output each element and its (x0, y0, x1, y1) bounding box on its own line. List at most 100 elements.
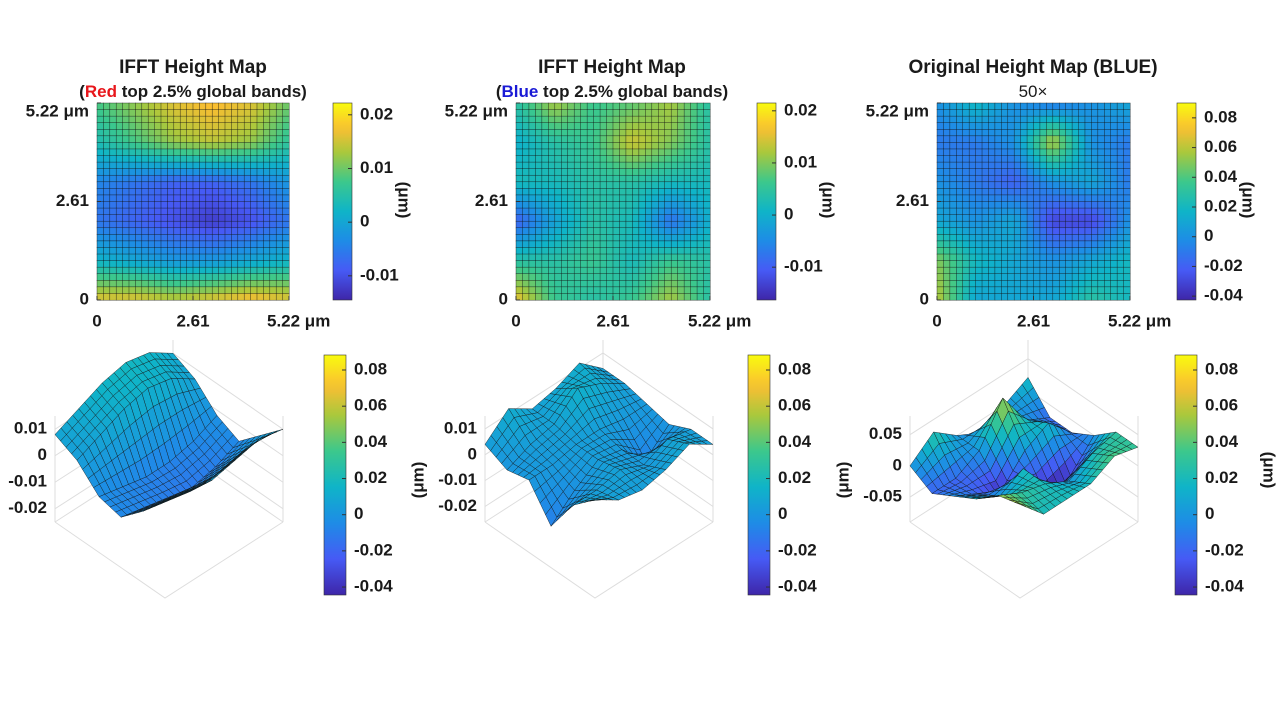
heat-cell (535, 188, 543, 196)
heat-cell (943, 129, 951, 137)
heat-cell (173, 293, 181, 301)
heat-cell (515, 174, 523, 183)
heat-cell (683, 142, 692, 150)
heat-cell (282, 280, 290, 288)
heat-cell (1097, 194, 1105, 202)
heat-cell (1020, 115, 1028, 124)
heat-cell (981, 168, 989, 176)
heat-cell (632, 240, 640, 248)
heat-cell (528, 194, 536, 202)
heat-cell (1116, 207, 1125, 216)
x-tick-label: 0 (92, 311, 101, 330)
heat-cell (683, 201, 692, 209)
heat-cell (683, 247, 692, 255)
heat-cell (135, 247, 143, 255)
heat-cell (237, 240, 245, 248)
heat-cell (167, 293, 175, 301)
heat-cell (122, 155, 130, 163)
heat-cell (612, 168, 620, 176)
heat-cell (1039, 188, 1047, 196)
heat-cell (1078, 273, 1086, 281)
heat-cell (160, 168, 168, 176)
heat-cell (1039, 207, 1047, 216)
heat-cell (981, 247, 989, 255)
heat-cell (1078, 227, 1086, 235)
heat-cell (147, 129, 156, 137)
heat-cell (1078, 280, 1086, 288)
heat-cell (638, 214, 646, 222)
heat-cell (192, 220, 200, 229)
heat-cell (1084, 161, 1092, 170)
heat-cell (192, 155, 200, 163)
heat-cell (179, 234, 188, 242)
heat-cell (282, 109, 290, 117)
heat-cell (282, 247, 290, 255)
heat-cell (994, 161, 1002, 170)
heat-cell (1013, 181, 1022, 189)
heat-cell (205, 142, 213, 150)
heat-cell (237, 201, 245, 209)
heat-cell (173, 109, 181, 117)
z-tick-label: -0.02 (438, 496, 477, 515)
heat-cell (606, 286, 614, 294)
heat-cell (192, 293, 200, 301)
heat-cell (515, 273, 523, 281)
heat-cell (147, 253, 156, 262)
heat-cell (956, 142, 964, 150)
heat-cell (968, 247, 977, 255)
heat-cell (186, 247, 194, 255)
heat-cell (1007, 286, 1015, 294)
heat-cell (231, 234, 239, 242)
heat-cell (224, 280, 232, 288)
heat-cell (988, 109, 996, 117)
heat-cell (1058, 260, 1067, 268)
heat-cell (936, 234, 944, 242)
heat-cell (211, 129, 220, 137)
heat-cell (956, 234, 964, 242)
heat-cell (1110, 214, 1118, 222)
heat-cell (135, 293, 143, 301)
heat-cell (135, 280, 143, 288)
heat-cell (658, 155, 666, 163)
heat-cell (956, 135, 964, 143)
heat-cell (535, 240, 543, 248)
heat-cell (949, 234, 957, 242)
heat-cell (1058, 174, 1067, 183)
heat-cell (690, 148, 698, 156)
heat-cell (282, 227, 290, 235)
heat-cell (522, 161, 530, 170)
heat-cell (1020, 155, 1028, 163)
heat-cell (243, 214, 252, 222)
colorbar-tick-label: 0.02 (784, 100, 817, 119)
heat-cell (632, 188, 640, 196)
heat-cell (192, 122, 200, 130)
heat-cell (1097, 129, 1105, 137)
heat-cell (237, 293, 245, 301)
heat-cell (122, 293, 130, 301)
heat-cell (554, 247, 562, 255)
heat-cell (522, 293, 530, 301)
heat-cell (975, 122, 983, 130)
heat-cell (606, 155, 614, 163)
heat-cell (593, 168, 601, 176)
heat-cell (243, 201, 252, 209)
heat-cell (567, 122, 575, 130)
heat-cell (664, 135, 672, 143)
heat-cell (554, 227, 562, 235)
heat-cell (670, 273, 679, 281)
heat-cell (1013, 148, 1022, 156)
heat-cell (593, 109, 601, 117)
heat-cell (1104, 253, 1112, 262)
heat-cell (1001, 273, 1009, 281)
heat-cell (586, 266, 595, 275)
heat-cell (1123, 214, 1131, 222)
heat-cell (703, 135, 711, 143)
heat-cell (275, 188, 284, 196)
heat-cell (593, 201, 601, 209)
heat-cell (677, 102, 685, 111)
heat-cell (263, 240, 271, 248)
heat-cell (528, 109, 536, 117)
heat-cell (186, 109, 194, 117)
heat-cell (231, 174, 239, 183)
heat-cell (269, 161, 277, 170)
